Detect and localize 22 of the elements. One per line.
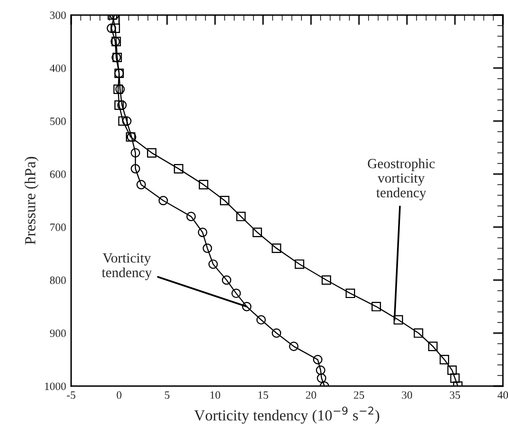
x-axis-title: Vorticity tendency (10$^{−9}$ s$^{−2}$) [194, 406, 380, 424]
x-tick-label: 30 [402, 391, 412, 399]
x-tick-label: 10 [210, 391, 220, 399]
y-tick-label: 400 [50, 64, 66, 72]
y-tick-label: 300 [50, 11, 66, 19]
y-tick-label: 700 [50, 224, 66, 232]
y-tick-label: 600 [50, 170, 66, 178]
y-tick-label: 500 [50, 118, 66, 126]
x-tick-label: -5 [66, 391, 76, 399]
x-tick-label: 25 [354, 391, 364, 399]
x-tick-label: 35 [450, 391, 460, 399]
y-axis-title: Pressure (hPa) [24, 156, 38, 244]
y-tick-label: 900 [50, 330, 66, 338]
annotation: Geostrophic vorticity tendency [368, 158, 435, 200]
x-tick-label: 0 [116, 391, 122, 399]
y-tick-label: 800 [50, 276, 66, 284]
x-tick-label: 5 [164, 391, 170, 399]
x-tick-label: 40 [498, 391, 508, 399]
x-tick-label: 15 [258, 391, 268, 399]
x-tick-label: 20 [306, 391, 316, 399]
y-tick-label: 1000 [45, 382, 66, 390]
annotation: Vorticity tendency [102, 253, 152, 280]
